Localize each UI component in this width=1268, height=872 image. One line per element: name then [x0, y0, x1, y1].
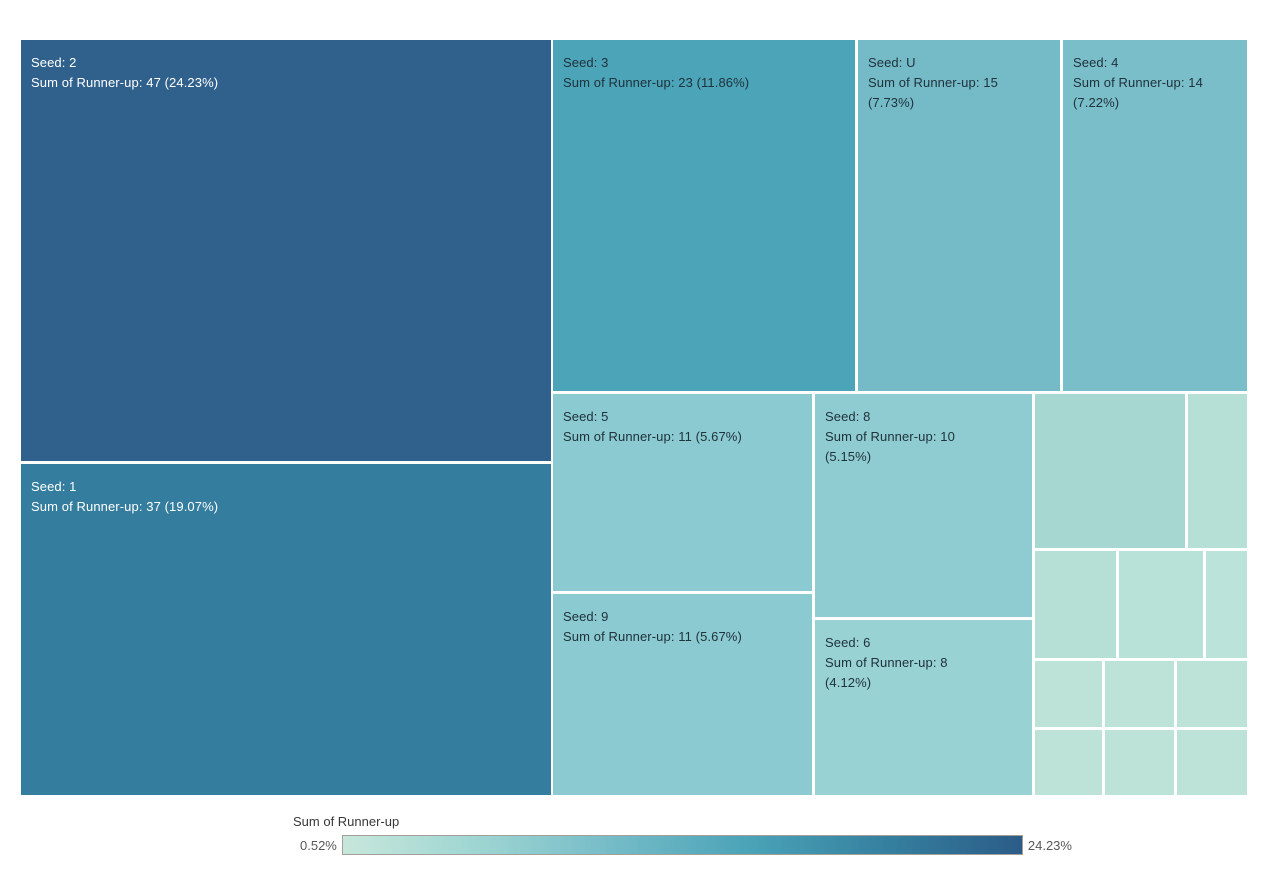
- legend-gradient-row: 0.52% 24.23%: [300, 835, 1072, 855]
- cell-label: Seed: 1 Sum of Runner-up: 37 (19.07%): [21, 464, 551, 517]
- treemap-cell-seed-2[interactable]: Seed: 2 Sum of Runner-up: 47 (24.23%): [21, 40, 551, 461]
- cell-value-line: Sum of Runner-up: 11 (5.67%): [563, 629, 742, 644]
- cell-label: Seed: 5 Sum of Runner-up: 11 (5.67%): [553, 394, 812, 447]
- treemap-cell-seed-4[interactable]: Seed: 4 Sum of Runner-up: 14 (7.22%): [1063, 40, 1247, 391]
- treemap-cell-seed-9[interactable]: Seed: 9 Sum of Runner-up: 11 (5.67%): [553, 594, 812, 795]
- cell-label: Seed: 4 Sum of Runner-up: 14 (7.22%): [1063, 40, 1247, 113]
- cell-seed-line: Seed: 5: [563, 409, 609, 424]
- cell-value-line: Sum of Runner-up: 10: [825, 429, 955, 444]
- cell-value-line: Sum of Runner-up: 11 (5.67%): [563, 429, 742, 444]
- cell-label: Seed: 2 Sum of Runner-up: 47 (24.23%): [21, 40, 551, 93]
- treemap-cell-seed-U[interactable]: Seed: U Sum of Runner-up: 15 (7.73%): [858, 40, 1060, 391]
- cell-seed-line: Seed: 3: [563, 55, 609, 70]
- cell-seed-line: Seed: 1: [31, 479, 77, 494]
- treemap-cell-unlabeled[interactable]: [1105, 661, 1174, 727]
- treemap-cell-seed-6[interactable]: Seed: 6 Sum of Runner-up: 8 (4.12%): [815, 620, 1032, 795]
- legend-title: Sum of Runner-up: [293, 814, 400, 829]
- treemap-cell-unlabeled[interactable]: [1177, 661, 1247, 727]
- cell-label: Seed: 8 Sum of Runner-up: 10 (5.15%): [815, 394, 1032, 467]
- color-gradient-bar: [341, 835, 1023, 855]
- cell-value-line: Sum of Runner-up: 23 (11.86%): [563, 75, 750, 90]
- cell-percent-line: (4.12%): [825, 675, 872, 690]
- cell-percent-line: (7.73%): [868, 95, 915, 110]
- treemap-cell-seed-8[interactable]: Seed: 8 Sum of Runner-up: 10 (5.15%): [815, 394, 1032, 617]
- cell-label: Seed: 6 Sum of Runner-up: 8 (4.12%): [815, 620, 1032, 693]
- cell-seed-line: Seed: 2: [31, 55, 77, 70]
- cell-label: Seed: 9 Sum of Runner-up: 11 (5.67%): [553, 594, 812, 647]
- cell-label: Seed: U Sum of Runner-up: 15 (7.73%): [858, 40, 1060, 113]
- cell-seed-line: Seed: 9: [563, 609, 609, 624]
- treemap-cell-unlabeled[interactable]: [1177, 730, 1247, 795]
- treemap-cell-unlabeled[interactable]: [1035, 730, 1102, 795]
- cell-seed-line: Seed: 4: [1073, 55, 1119, 70]
- cell-value-line: Sum of Runner-up: 37 (19.07%): [31, 499, 219, 514]
- cell-value-line: Sum of Runner-up: 8: [825, 655, 948, 670]
- treemap-cell-unlabeled[interactable]: [1035, 661, 1102, 727]
- treemap-cell-unlabeled[interactable]: [1206, 551, 1247, 658]
- treemap-cell-unlabeled[interactable]: [1188, 394, 1247, 548]
- legend-max-label: 24.23%: [1027, 837, 1072, 853]
- cell-seed-line: Seed: 6: [825, 635, 871, 650]
- cell-label: Seed: 3 Sum of Runner-up: 23 (11.86%): [553, 40, 855, 93]
- cell-value-line: Sum of Runner-up: 14: [1073, 75, 1203, 90]
- treemap-cell-unlabeled[interactable]: [1119, 551, 1203, 658]
- cell-percent-line: (7.22%): [1073, 95, 1120, 110]
- cell-value-line: Sum of Runner-up: 47 (24.23%): [31, 75, 219, 90]
- treemap-cell-seed-3[interactable]: Seed: 3 Sum of Runner-up: 23 (11.86%): [553, 40, 855, 391]
- treemap-cell-unlabeled[interactable]: [1105, 730, 1174, 795]
- treemap-cell-unlabeled[interactable]: [1035, 394, 1185, 548]
- cell-percent-line: (5.15%): [825, 449, 872, 464]
- cell-seed-line: Seed: U: [868, 55, 916, 70]
- legend-min-label: 0.52%: [300, 837, 337, 853]
- treemap-cell-seed-5[interactable]: Seed: 5 Sum of Runner-up: 11 (5.67%): [553, 394, 812, 591]
- treemap: Seed: 2 Sum of Runner-up: 47 (24.23%) Se…: [21, 40, 1247, 795]
- cell-value-line: Sum of Runner-up: 15: [868, 75, 998, 90]
- cell-seed-line: Seed: 8: [825, 409, 871, 424]
- treemap-cell-seed-1[interactable]: Seed: 1 Sum of Runner-up: 37 (19.07%): [21, 464, 551, 795]
- treemap-cell-unlabeled[interactable]: [1035, 551, 1116, 658]
